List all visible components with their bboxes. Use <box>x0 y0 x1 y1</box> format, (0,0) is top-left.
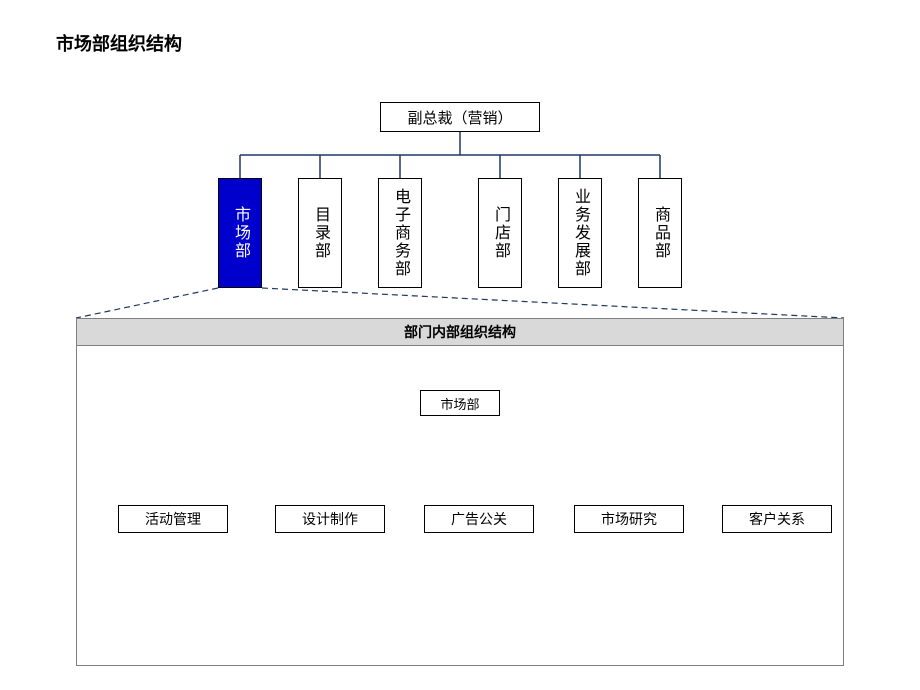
top-child-label-1: 目录部 <box>312 206 328 260</box>
top-child-label-3: 门店部 <box>492 206 508 260</box>
bottom-child-box-0: 活动管理 <box>118 505 228 533</box>
bottom-child-label-0: 活动管理 <box>145 509 201 529</box>
bottom-child-box-2: 广告公关 <box>424 505 534 533</box>
bottom-child-box-1: 设计制作 <box>275 505 385 533</box>
top-child-box-4: 业务发展部 <box>558 178 602 288</box>
top-child-box-2: 电子商务部 <box>378 178 422 288</box>
bottom-child-box-4: 客户关系 <box>722 505 832 533</box>
top-chart-connectors <box>240 132 660 178</box>
dashed-connectors <box>76 288 844 318</box>
bottom-root-box: 市场部 <box>420 390 500 416</box>
panel-header: 部门内部组织结构 <box>76 318 844 346</box>
top-child-label-4: 业务发展部 <box>572 188 588 278</box>
top-child-label-5: 商品部 <box>652 206 668 260</box>
top-root-box: 副总裁（营销） <box>380 102 540 132</box>
top-child-box-3: 门店部 <box>478 178 522 288</box>
top-child-label-2: 电子商务部 <box>392 188 408 278</box>
page-title: 市场部组织结构 <box>56 30 182 56</box>
top-child-box-1: 目录部 <box>298 178 342 288</box>
bottom-child-label-3: 市场研究 <box>601 509 657 529</box>
bottom-root-label: 市场部 <box>440 394 479 413</box>
bottom-child-label-2: 广告公关 <box>451 509 507 529</box>
top-root-label: 副总裁（营销） <box>407 107 512 128</box>
top-child-box-5: 商品部 <box>638 178 682 288</box>
bottom-child-label-1: 设计制作 <box>302 509 358 529</box>
top-child-box-0: 市场部 <box>218 178 262 288</box>
bottom-child-box-3: 市场研究 <box>574 505 684 533</box>
panel-header-label: 部门内部组织结构 <box>404 322 516 342</box>
bottom-child-label-4: 客户关系 <box>749 509 805 529</box>
top-child-label-0: 市场部 <box>232 206 248 260</box>
